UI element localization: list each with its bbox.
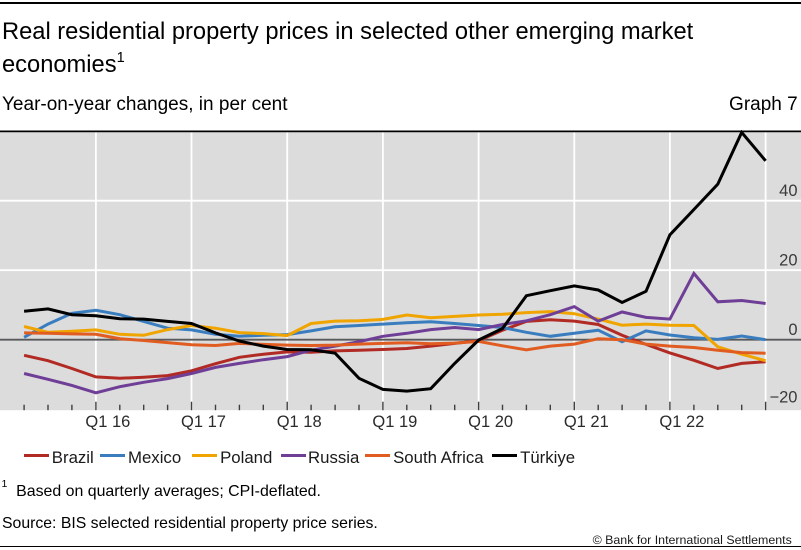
svg-text:0: 0 (788, 321, 797, 339)
svg-text:40: 40 (779, 182, 797, 200)
svg-text:−20: −20 (770, 389, 798, 407)
svg-text:20: 20 (779, 251, 797, 269)
